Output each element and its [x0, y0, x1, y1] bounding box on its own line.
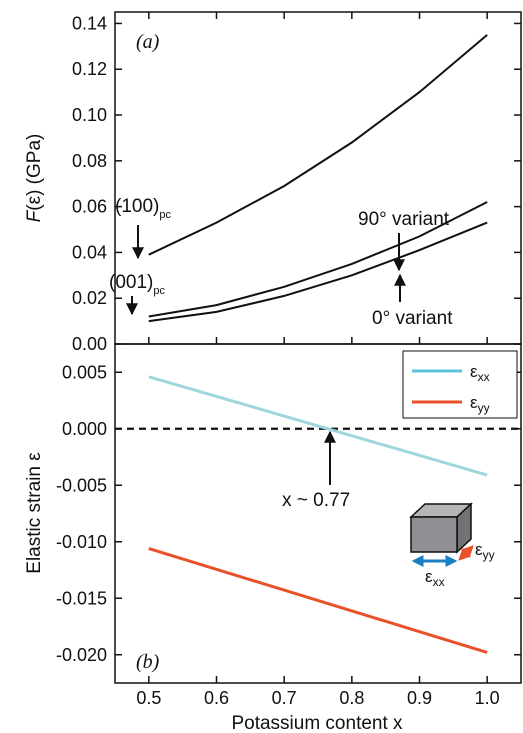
ytick-label: 0.00	[72, 334, 107, 354]
legend: εxx εyy	[402, 350, 518, 419]
annotation-100pc: (100)pc	[115, 196, 171, 221]
panel-b-ticks: 0.005 0.000 -0.005 -0.010 -0.015 -0.020	[56, 362, 521, 665]
ytick-label: 0.02	[72, 288, 107, 308]
series-0-variant-line	[148, 221, 488, 323]
panel-a-frame	[114, 11, 522, 345]
xtick-label: 0.9	[407, 688, 432, 708]
xtick-label: 0.5	[136, 688, 161, 708]
ytick-label: 0.04	[72, 242, 107, 262]
annotation-0-variant: 0° variant	[372, 308, 453, 329]
legend-exx-label: εxx	[470, 362, 490, 384]
legend-eyy-label: εyy	[470, 393, 490, 415]
xtick-label: 1.0	[475, 688, 500, 708]
xtick-label: 0.8	[339, 688, 364, 708]
annotation-90-variant: 90° variant	[358, 209, 450, 230]
xtick-label: 0.6	[204, 688, 229, 708]
panel-a-ticks: 0.00 0.02 0.04 0.06 0.08 0.10 0.12 0.14	[72, 13, 521, 354]
ytick-label: 0.10	[72, 105, 107, 125]
series-100-line	[148, 34, 488, 256]
ytick-label: 0.000	[62, 419, 107, 439]
series-eyy-line	[148, 547, 488, 654]
panel-a-label: (a)	[136, 31, 160, 53]
inset-eyy-arrow	[458, 545, 474, 561]
panel-b-label: (b)	[136, 651, 160, 673]
xtick-label: 0.7	[272, 688, 297, 708]
panel-a-ylabel: F(ε) (GPa)	[24, 134, 45, 223]
x-axis-ticks: 0.5 0.6 0.7 0.8 0.9 1.0	[136, 12, 500, 708]
annotation-crossing: x ~ 0.77	[282, 490, 350, 511]
x-axis-label: Potassium content x	[231, 713, 403, 733]
series-exx-line	[148, 375, 488, 477]
inset-eyy-label: εyy	[475, 540, 495, 562]
ytick-label: -0.005	[56, 475, 107, 495]
annotation-001pc: (001)pc	[109, 272, 165, 297]
strain-cube-inset: εxx εyy	[409, 502, 495, 589]
ytick-label: -0.020	[56, 645, 107, 665]
ytick-label: -0.015	[56, 588, 107, 608]
ytick-label: 0.14	[72, 13, 107, 33]
ytick-label: 0.06	[72, 197, 107, 217]
ytick-label: 0.005	[62, 362, 107, 382]
ytick-label: -0.010	[56, 532, 107, 552]
panel-b-frame	[114, 343, 522, 684]
panel-b-ylabel: Elastic strain ε	[24, 452, 45, 574]
series-90-variant-line	[148, 201, 488, 318]
inset-exx-label: εxx	[425, 567, 445, 589]
ytick-label: 0.12	[72, 59, 107, 79]
ytick-label: 0.08	[72, 151, 107, 171]
